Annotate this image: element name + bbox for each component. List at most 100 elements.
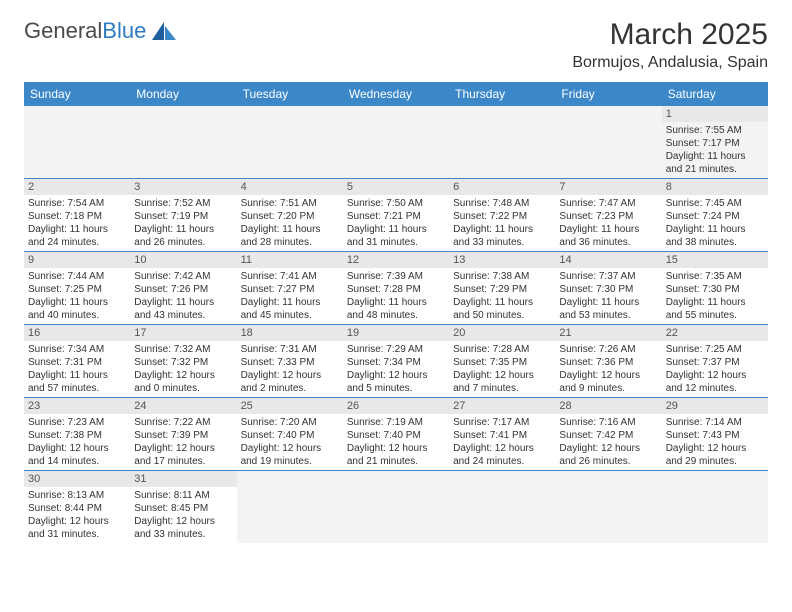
day-number: 29 (662, 398, 768, 414)
day-number: 26 (343, 398, 449, 414)
day-header: Sunday (24, 82, 130, 106)
day-details: Sunrise: 7:35 AMSunset: 7:30 PMDaylight:… (662, 268, 768, 324)
empty-day (662, 471, 768, 544)
day-details: Sunrise: 7:55 AMSunset: 7:17 PMDaylight:… (662, 122, 768, 178)
calendar-table: SundayMondayTuesdayWednesdayThursdayFrid… (24, 82, 768, 543)
empty-day (130, 106, 236, 179)
day-details: Sunrise: 7:26 AMSunset: 7:36 PMDaylight:… (555, 341, 661, 397)
day-details: Sunrise: 7:54 AMSunset: 7:18 PMDaylight:… (24, 195, 130, 251)
logo-text-blue: Blue (102, 18, 146, 43)
calendar-day: 15Sunrise: 7:35 AMSunset: 7:30 PMDayligh… (662, 252, 768, 325)
day-number: 18 (237, 325, 343, 341)
calendar-day: 10Sunrise: 7:42 AMSunset: 7:26 PMDayligh… (130, 252, 236, 325)
day-number: 9 (24, 252, 130, 268)
calendar-day: 4Sunrise: 7:51 AMSunset: 7:20 PMDaylight… (237, 179, 343, 252)
calendar-day: 6Sunrise: 7:48 AMSunset: 7:22 PMDaylight… (449, 179, 555, 252)
calendar-day: 18Sunrise: 7:31 AMSunset: 7:33 PMDayligh… (237, 325, 343, 398)
day-details: Sunrise: 7:31 AMSunset: 7:33 PMDaylight:… (237, 341, 343, 397)
day-number: 5 (343, 179, 449, 195)
day-header-row: SundayMondayTuesdayWednesdayThursdayFrid… (24, 82, 768, 106)
calendar-week: 23Sunrise: 7:23 AMSunset: 7:38 PMDayligh… (24, 398, 768, 471)
calendar-day: 27Sunrise: 7:17 AMSunset: 7:41 PMDayligh… (449, 398, 555, 471)
empty-day (555, 106, 661, 179)
day-details: Sunrise: 7:19 AMSunset: 7:40 PMDaylight:… (343, 414, 449, 470)
day-number: 14 (555, 252, 661, 268)
calendar-day: 22Sunrise: 7:25 AMSunset: 7:37 PMDayligh… (662, 325, 768, 398)
calendar-day: 1Sunrise: 7:55 AMSunset: 7:17 PMDaylight… (662, 106, 768, 179)
day-number: 1 (662, 106, 768, 122)
day-number: 31 (130, 471, 236, 487)
day-details: Sunrise: 7:52 AMSunset: 7:19 PMDaylight:… (130, 195, 236, 251)
calendar-day: 16Sunrise: 7:34 AMSunset: 7:31 PMDayligh… (24, 325, 130, 398)
day-details: Sunrise: 7:50 AMSunset: 7:21 PMDaylight:… (343, 195, 449, 251)
day-number: 27 (449, 398, 555, 414)
calendar-week: 30Sunrise: 8:13 AMSunset: 8:44 PMDayligh… (24, 471, 768, 544)
empty-day (24, 106, 130, 179)
day-details: Sunrise: 7:22 AMSunset: 7:39 PMDaylight:… (130, 414, 236, 470)
empty-day (237, 471, 343, 544)
calendar-day: 5Sunrise: 7:50 AMSunset: 7:21 PMDaylight… (343, 179, 449, 252)
day-header: Friday (555, 82, 661, 106)
calendar-day: 13Sunrise: 7:38 AMSunset: 7:29 PMDayligh… (449, 252, 555, 325)
day-number: 15 (662, 252, 768, 268)
calendar-day: 21Sunrise: 7:26 AMSunset: 7:36 PMDayligh… (555, 325, 661, 398)
calendar-day: 14Sunrise: 7:37 AMSunset: 7:30 PMDayligh… (555, 252, 661, 325)
day-number: 4 (237, 179, 343, 195)
day-number: 24 (130, 398, 236, 414)
day-details: Sunrise: 8:13 AMSunset: 8:44 PMDaylight:… (24, 487, 130, 543)
day-details: Sunrise: 7:16 AMSunset: 7:42 PMDaylight:… (555, 414, 661, 470)
calendar-body: 1Sunrise: 7:55 AMSunset: 7:17 PMDaylight… (24, 106, 768, 543)
calendar-day: 11Sunrise: 7:41 AMSunset: 7:27 PMDayligh… (237, 252, 343, 325)
day-details: Sunrise: 7:42 AMSunset: 7:26 PMDaylight:… (130, 268, 236, 324)
day-details: Sunrise: 7:34 AMSunset: 7:31 PMDaylight:… (24, 341, 130, 397)
calendar-day: 19Sunrise: 7:29 AMSunset: 7:34 PMDayligh… (343, 325, 449, 398)
calendar-day: 23Sunrise: 7:23 AMSunset: 7:38 PMDayligh… (24, 398, 130, 471)
day-details: Sunrise: 7:14 AMSunset: 7:43 PMDaylight:… (662, 414, 768, 470)
day-number: 17 (130, 325, 236, 341)
calendar-day: 3Sunrise: 7:52 AMSunset: 7:19 PMDaylight… (130, 179, 236, 252)
empty-day (237, 106, 343, 179)
day-number: 30 (24, 471, 130, 487)
day-number: 3 (130, 179, 236, 195)
calendar-week: 2Sunrise: 7:54 AMSunset: 7:18 PMDaylight… (24, 179, 768, 252)
day-details: Sunrise: 7:41 AMSunset: 7:27 PMDaylight:… (237, 268, 343, 324)
day-number: 22 (662, 325, 768, 341)
day-number: 11 (237, 252, 343, 268)
empty-day (555, 471, 661, 544)
day-details: Sunrise: 7:38 AMSunset: 7:29 PMDaylight:… (449, 268, 555, 324)
calendar-day: 29Sunrise: 7:14 AMSunset: 7:43 PMDayligh… (662, 398, 768, 471)
header: GeneralBlue March 2025 Bormujos, Andalus… (24, 18, 768, 72)
logo: GeneralBlue (24, 18, 178, 44)
empty-day (449, 471, 555, 544)
day-header: Monday (130, 82, 236, 106)
calendar-week: 9Sunrise: 7:44 AMSunset: 7:25 PMDaylight… (24, 252, 768, 325)
title-block: March 2025 Bormujos, Andalusia, Spain (572, 18, 768, 72)
calendar-day: 26Sunrise: 7:19 AMSunset: 7:40 PMDayligh… (343, 398, 449, 471)
calendar-week: 1Sunrise: 7:55 AMSunset: 7:17 PMDaylight… (24, 106, 768, 179)
day-details: Sunrise: 7:51 AMSunset: 7:20 PMDaylight:… (237, 195, 343, 251)
day-number: 7 (555, 179, 661, 195)
calendar-day: 20Sunrise: 7:28 AMSunset: 7:35 PMDayligh… (449, 325, 555, 398)
day-details: Sunrise: 7:29 AMSunset: 7:34 PMDaylight:… (343, 341, 449, 397)
calendar-day: 28Sunrise: 7:16 AMSunset: 7:42 PMDayligh… (555, 398, 661, 471)
day-number: 21 (555, 325, 661, 341)
day-header: Thursday (449, 82, 555, 106)
calendar-day: 30Sunrise: 8:13 AMSunset: 8:44 PMDayligh… (24, 471, 130, 544)
day-number: 6 (449, 179, 555, 195)
calendar-day: 31Sunrise: 8:11 AMSunset: 8:45 PMDayligh… (130, 471, 236, 544)
logo-text: GeneralBlue (24, 18, 146, 44)
day-number: 23 (24, 398, 130, 414)
day-number: 13 (449, 252, 555, 268)
day-details: Sunrise: 7:32 AMSunset: 7:32 PMDaylight:… (130, 341, 236, 397)
day-details: Sunrise: 7:20 AMSunset: 7:40 PMDaylight:… (237, 414, 343, 470)
day-header: Wednesday (343, 82, 449, 106)
day-number: 28 (555, 398, 661, 414)
calendar-day: 2Sunrise: 7:54 AMSunset: 7:18 PMDaylight… (24, 179, 130, 252)
day-details: Sunrise: 8:11 AMSunset: 8:45 PMDaylight:… (130, 487, 236, 543)
day-details: Sunrise: 7:23 AMSunset: 7:38 PMDaylight:… (24, 414, 130, 470)
day-details: Sunrise: 7:44 AMSunset: 7:25 PMDaylight:… (24, 268, 130, 324)
calendar-day: 25Sunrise: 7:20 AMSunset: 7:40 PMDayligh… (237, 398, 343, 471)
day-details: Sunrise: 7:47 AMSunset: 7:23 PMDaylight:… (555, 195, 661, 251)
day-number: 25 (237, 398, 343, 414)
day-details: Sunrise: 7:37 AMSunset: 7:30 PMDaylight:… (555, 268, 661, 324)
